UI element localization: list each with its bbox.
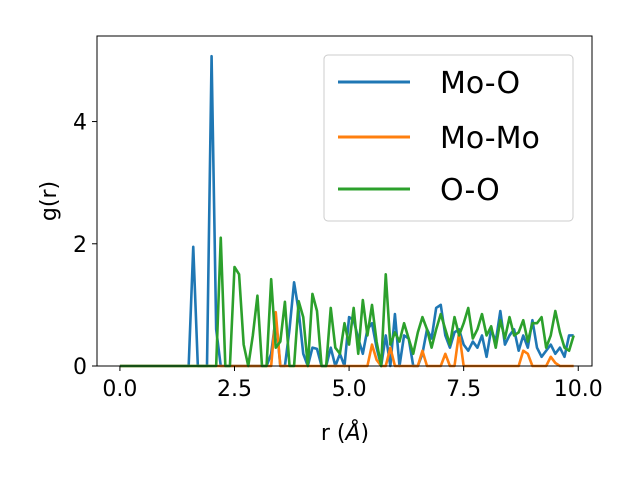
legend-label-o-o: O-O xyxy=(440,173,500,208)
legend-label-mo-o: Mo-O xyxy=(440,66,520,101)
y-axis-label: g(r) xyxy=(37,181,62,221)
y-tick-label: 2 xyxy=(73,233,87,258)
x-axis-ticks: 0.0 2.5 5.0 7.5 10.0 xyxy=(102,366,603,402)
y-tick-label: 0 xyxy=(73,355,87,380)
x-tick-label: 7.5 xyxy=(446,377,481,402)
x-axis-label-prefix: r ( xyxy=(321,421,346,446)
x-tick-label: 10.0 xyxy=(554,377,603,402)
legend-box xyxy=(323,54,574,222)
legend: Mo-O Mo-Mo O-O xyxy=(323,54,574,222)
x-tick-label: 5.0 xyxy=(332,377,367,402)
x-tick-label: 2.5 xyxy=(217,377,252,402)
legend-label-mo-mo: Mo-Mo xyxy=(440,121,540,156)
x-tick-label: 0.0 xyxy=(102,377,137,402)
y-tick-label: 4 xyxy=(73,111,87,136)
y-axis-ticks: 0 2 4 xyxy=(73,111,97,380)
x-axis-label: r (Å) xyxy=(321,419,369,446)
x-axis-label-unit: Å xyxy=(343,419,360,446)
x-axis-label-suffix: ) xyxy=(361,421,370,446)
axes-frame xyxy=(96,35,593,367)
